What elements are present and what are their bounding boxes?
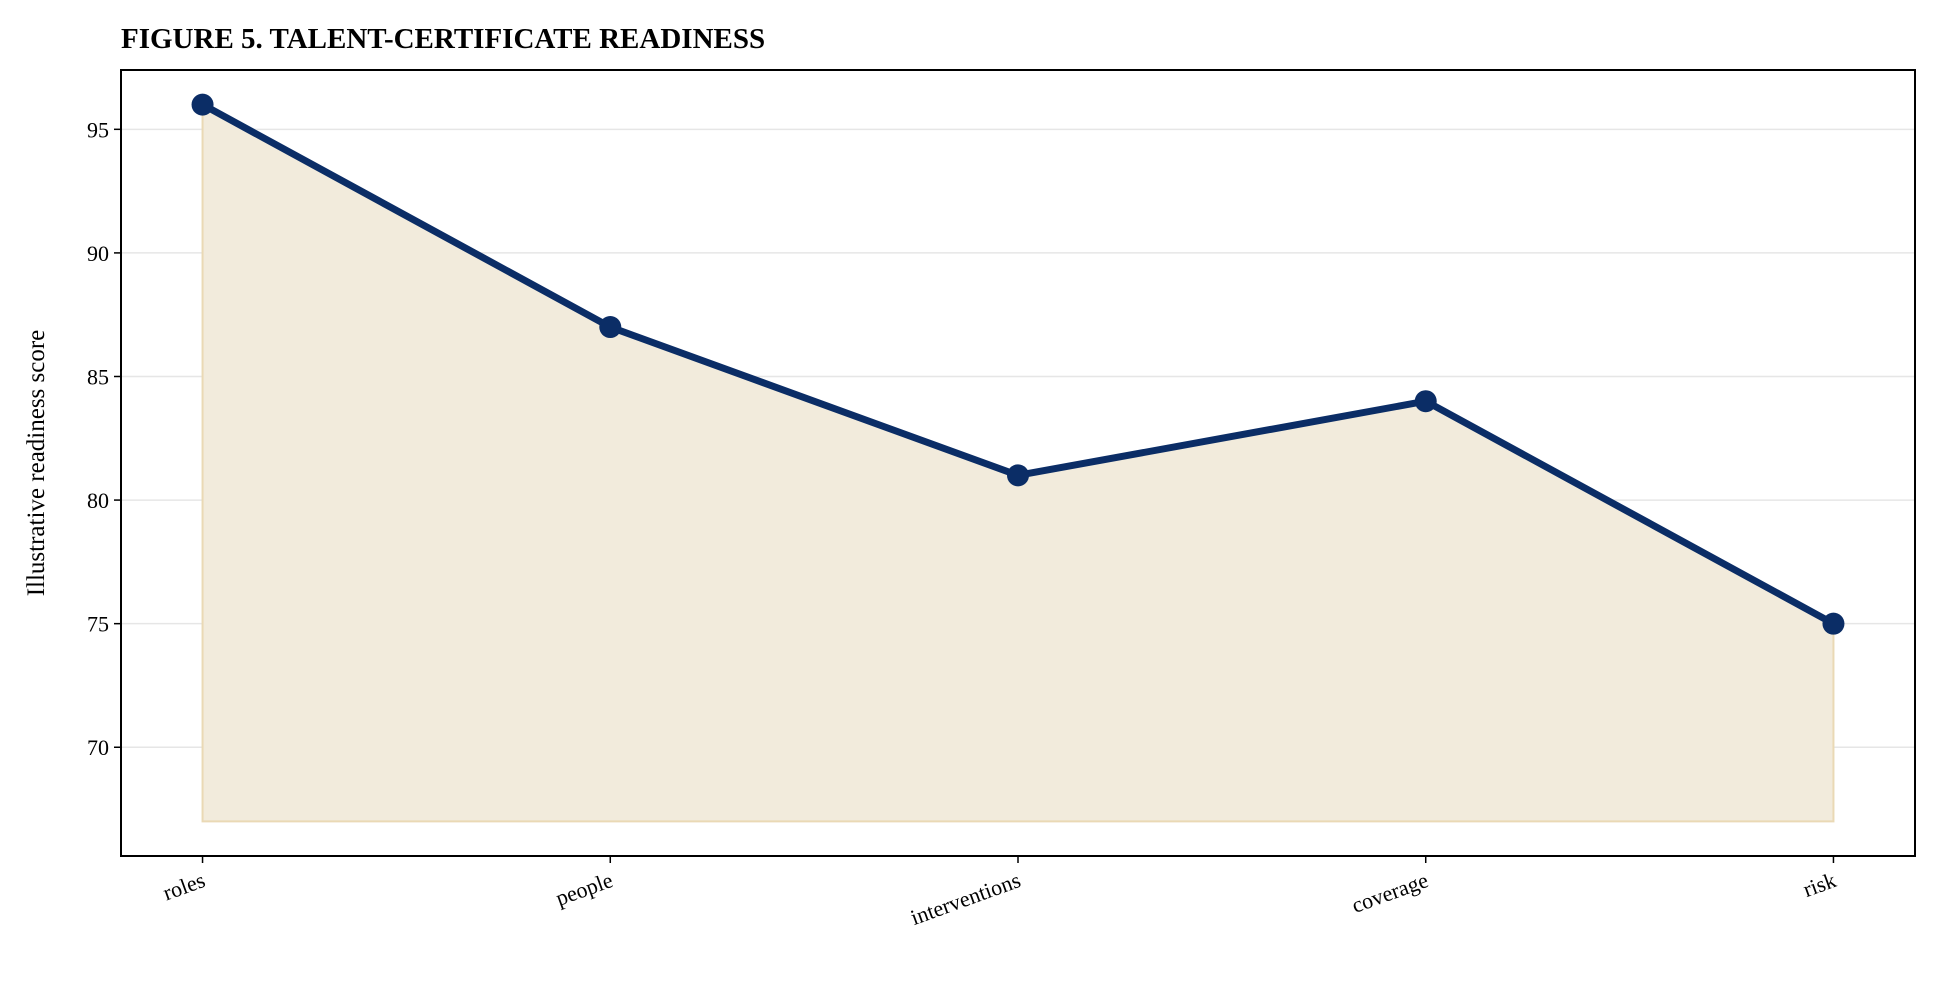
area xyxy=(201,102,1835,823)
plot-frame xyxy=(120,69,1916,857)
x-tick-label: coverage xyxy=(1348,867,1431,918)
point xyxy=(599,316,622,339)
y-tick-label: 90 xyxy=(87,241,109,266)
x-tick-label: risk xyxy=(1800,867,1840,902)
point xyxy=(1414,390,1437,413)
y-tick-label: 80 xyxy=(87,488,109,513)
y-tick-label: 70 xyxy=(87,735,109,760)
y-tick-label: 95 xyxy=(87,117,109,142)
y-tick-label: 85 xyxy=(87,364,109,389)
point xyxy=(191,93,214,116)
y-axis-label: Illustrative readiness score xyxy=(23,330,50,597)
chart-title: FIGURE 5. TALENT-CERTIFICATE READINESS xyxy=(121,23,765,55)
point xyxy=(1822,612,1845,635)
point xyxy=(1007,464,1029,487)
y-tick-label: 75 xyxy=(87,612,109,637)
x-tick-label: roles xyxy=(160,867,209,905)
x-tick-label: people xyxy=(552,867,616,911)
x-tick-label: interventions xyxy=(907,867,1023,930)
